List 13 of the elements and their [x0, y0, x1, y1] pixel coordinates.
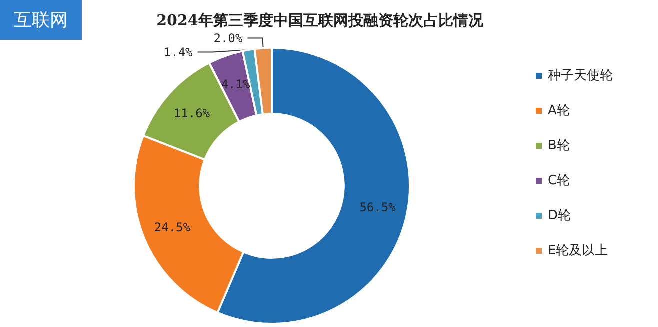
data-label: 2.0% [214, 31, 244, 46]
data-label: 1.4% [164, 45, 194, 60]
legend-label: B轮 [548, 138, 570, 154]
text: 互联网 [0, 0, 82, 40]
chart-title: 2024年第三季度中国互联网投融资轮次占比情况 [156, 12, 484, 30]
legend-label: 种子天使轮 [548, 68, 613, 84]
data-label: 56.5% [360, 200, 397, 215]
legend-label: A轮 [548, 104, 570, 118]
data-label: 11.6% [174, 106, 211, 121]
data-label: 24.5% [154, 220, 192, 235]
legend-label: C轮 [548, 174, 570, 188]
legend-label: E轮及以上 [548, 244, 608, 258]
legend-label: D轮 [548, 208, 572, 224]
